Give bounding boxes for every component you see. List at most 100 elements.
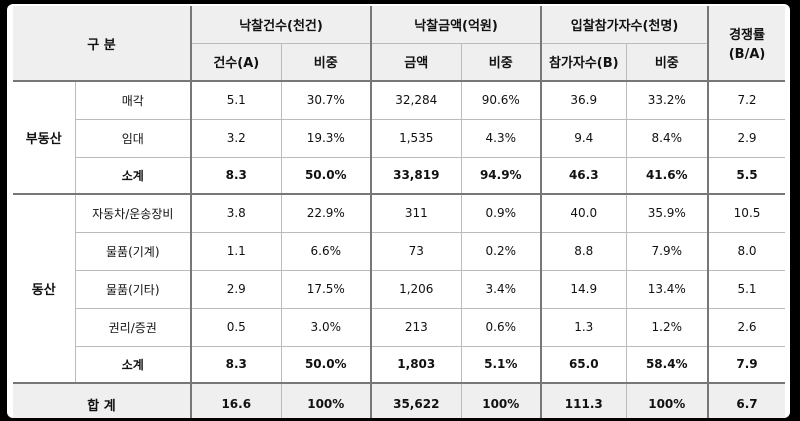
category-header: 구 분	[13, 6, 192, 81]
cell-participants: 1.3	[540, 308, 627, 347]
table-row: 물품(기계) 1.1 6.6% 73 0.2% 8.8 7.9% 8.0	[13, 232, 786, 271]
cell-amount: 32,284	[370, 80, 462, 120]
bid-count-header: 낙찰건수(천건)	[190, 6, 372, 44]
table-row: 권리/증권 0.5 3.0% 213 0.6% 1.3 1.2% 2.6	[13, 308, 786, 347]
cell-competition: 6.7	[707, 382, 786, 418]
cell-count: 0.5	[190, 308, 282, 347]
header-row-1: 구 분 낙찰건수(천건) 낙찰금액(억원) 입찰참가자수(천명) 경쟁률 (B/…	[13, 6, 786, 81]
table-row: 부동산 매각 5.1 30.7% 32,284 90.6% 36.9 33.2%…	[13, 80, 786, 194]
row-label: 물품(기타)	[74, 270, 192, 309]
row-label: 자동차/운송장비	[74, 193, 192, 233]
cell-amount-share: 100%	[460, 382, 542, 418]
header-row-2: 건수(A) 비중 금액 비중 참가자수(B) 비중	[13, 43, 786, 81]
cell-count-share: 19.3%	[280, 119, 372, 158]
cell-competition: 8.0	[707, 232, 786, 271]
cell-competition: 2.9	[707, 119, 786, 158]
row-label: 물품(기계)	[74, 232, 192, 271]
row-label: 매각	[74, 80, 192, 120]
count-subheader: 건수(A)	[190, 43, 282, 81]
cell-count: 8.3	[190, 157, 282, 194]
participants-header: 입찰참가자수(천명)	[540, 6, 709, 44]
cell-amount-share: 0.2%	[460, 232, 542, 271]
auction-statistics-table: 구 분 낙찰건수(천건) 낙찰금액(억원) 입찰참가자수(천명) 경쟁률 (B/…	[13, 6, 786, 418]
total-row: 합 계 16.6 100% 35,622 100% 111.3 100% 6.7	[13, 382, 786, 418]
cell-count: 3.8	[190, 193, 282, 233]
cell-competition: 7.9	[707, 346, 786, 383]
cell-amount: 311	[370, 193, 462, 233]
amount-subheader: 금액	[370, 43, 462, 81]
subtotal-label: 소계	[74, 346, 192, 383]
cell-participants: 9.4	[540, 119, 627, 158]
cell-participants: 46.3	[540, 157, 627, 194]
cell-participants-share: 35.9%	[625, 193, 709, 233]
participants-subheader: 참가자수(B)	[540, 43, 627, 81]
table-row: 동산 자동차/운송장비 3.8 22.9% 311 0.9% 40.0 35.9…	[13, 193, 786, 383]
cell-participants: 65.0	[540, 346, 627, 383]
cell-competition: 5.5	[707, 157, 786, 194]
cell-count-share: 50.0%	[280, 346, 372, 383]
cell-count-share: 50.0%	[280, 157, 372, 194]
group-label-movable: 동산	[13, 193, 75, 383]
cell-participants-share: 13.4%	[625, 270, 709, 309]
cell-amount: 1,206	[370, 270, 462, 309]
cell-participants: 14.9	[540, 270, 627, 309]
subtotal-row: 소계 8.3 50.0% 33,819 94.9% 46.3 41.6% 5.5	[13, 157, 786, 194]
cell-count-share: 6.6%	[280, 232, 372, 271]
competition-header: 경쟁률 (B/A)	[707, 6, 786, 81]
row-label: 임대	[74, 119, 192, 158]
cell-participants-share: 41.6%	[625, 157, 709, 194]
cell-amount-share: 3.4%	[460, 270, 542, 309]
cell-participants-share: 8.4%	[625, 119, 709, 158]
cell-count: 5.1	[190, 80, 282, 120]
cell-count: 2.9	[190, 270, 282, 309]
subtotal-label: 소계	[74, 157, 192, 194]
competition-header-sub: (B/A)	[728, 47, 766, 62]
cell-amount-share: 5.1%	[460, 346, 542, 383]
cell-amount-share: 4.3%	[460, 119, 542, 158]
cell-count-share: 17.5%	[280, 270, 372, 309]
table-row: 물품(기타) 2.9 17.5% 1,206 3.4% 14.9 13.4% 5…	[13, 270, 786, 309]
cell-competition: 2.6	[707, 308, 786, 347]
cell-count: 1.1	[190, 232, 282, 271]
cell-count: 16.6	[190, 382, 282, 418]
participants-share-subheader: 비중	[625, 43, 709, 81]
cell-participants-share: 100%	[625, 382, 709, 418]
cell-count-share: 3.0%	[280, 308, 372, 347]
cell-amount: 35,622	[370, 382, 462, 418]
cell-amount-share: 0.6%	[460, 308, 542, 347]
competition-header-label: 경쟁률	[729, 28, 765, 43]
cell-amount-share: 90.6%	[460, 80, 542, 120]
cell-amount: 33,819	[370, 157, 462, 194]
cell-amount-share: 94.9%	[460, 157, 542, 194]
cell-competition: 7.2	[707, 80, 786, 120]
cell-count-share: 100%	[280, 382, 372, 418]
table-row: 임대 3.2 19.3% 1,535 4.3% 9.4 8.4% 2.9	[13, 119, 786, 158]
table-frame: 구 분 낙찰건수(천건) 낙찰금액(억원) 입찰참가자수(천명) 경쟁률 (B/…	[7, 4, 790, 418]
cell-amount: 73	[370, 232, 462, 271]
cell-participants: 111.3	[540, 382, 627, 418]
group-label-real-estate: 부동산	[13, 80, 75, 194]
cell-competition: 10.5	[707, 193, 786, 233]
cell-count: 8.3	[190, 346, 282, 383]
cell-competition: 5.1	[707, 270, 786, 309]
cell-count-share: 22.9%	[280, 193, 372, 233]
cell-amount: 213	[370, 308, 462, 347]
subtotal-row: 소계 8.3 50.0% 1,803 5.1% 65.0 58.4% 7.9	[13, 346, 786, 383]
cell-amount: 1,535	[370, 119, 462, 158]
cell-count-share: 30.7%	[280, 80, 372, 120]
cell-participants-share: 1.2%	[625, 308, 709, 347]
count-share-subheader: 비중	[280, 43, 372, 81]
total-label: 합 계	[13, 382, 192, 418]
amount-share-subheader: 비중	[460, 43, 542, 81]
cell-participants: 8.8	[540, 232, 627, 271]
cell-count: 3.2	[190, 119, 282, 158]
cell-participants: 36.9	[540, 80, 627, 120]
cell-participants-share: 7.9%	[625, 232, 709, 271]
cell-participants-share: 58.4%	[625, 346, 709, 383]
cell-amount: 1,803	[370, 346, 462, 383]
cell-participants: 40.0	[540, 193, 627, 233]
bid-amount-header: 낙찰금액(억원)	[370, 6, 542, 44]
cell-participants-share: 33.2%	[625, 80, 709, 120]
row-label: 권리/증권	[74, 308, 192, 347]
cell-amount-share: 0.9%	[460, 193, 542, 233]
